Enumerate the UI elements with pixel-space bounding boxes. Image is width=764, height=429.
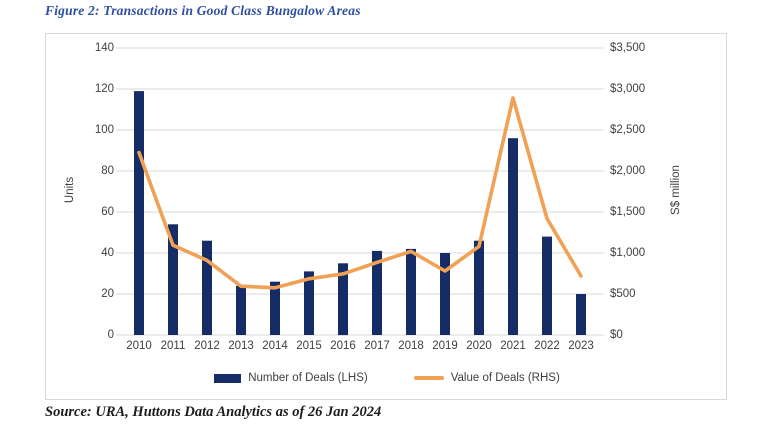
plot-area [116,47,604,336]
x-axis-label: 2013 [228,340,254,352]
x-axis-label: 2018 [398,340,424,352]
deal-count-bar [508,138,518,335]
figure-title: Figure 2: Transactions in Good Class Bun… [45,3,361,18]
deal-count-bar [134,91,144,335]
left-axis-ticks: 0 20 40 60 80 100 120 140 [74,42,114,341]
deal-count-bar [236,285,246,335]
right-axis-title: S$ million [670,165,682,215]
left-axis-title: Units [64,176,76,204]
right-axis-tick-label: $0 [610,329,623,341]
x-axis-label: 2021 [500,340,526,352]
deal-count-bar [474,240,484,335]
chart-legend: Number of Deals (LHS) Value of Deals (RH… [46,367,728,389]
left-axis-tick-label: 40 [101,247,114,259]
right-axis-ticks: $0 $500 $1,000 $1,500 $2,000 $2,500 $3,000 $3,5… [610,42,662,341]
deal-count-bar [576,294,586,335]
deal-count-bar [440,253,450,335]
line-series-swatch [413,376,444,380]
x-axis-label: 2023 [568,340,594,352]
deal-value-line [137,96,583,290]
x-axis-label: 2016 [330,340,356,352]
bar-series-swatch [214,373,242,383]
combo-chart-canvas [116,47,604,336]
right-axis-tick-label: $3,000 [610,83,646,95]
x-axis-label: 2011 [160,340,186,352]
left-axis-tick-label: 60 [101,206,114,218]
deal-count-bar [372,250,382,335]
legend-item-value-of-deals: Value of Deals (RHS) [413,372,560,384]
x-axis-label: 2019 [432,340,458,352]
right-axis-tick-label: $1,000 [610,247,646,259]
left-axis-tick-label: 80 [101,165,114,177]
left-axis-tick-label: 140 [94,42,114,54]
left-axis-tick-label: 20 [101,288,114,300]
deal-count-bar [304,271,314,335]
x-axis-label: 2010 [126,340,152,352]
right-axis-tick-label: $1,500 [610,206,646,218]
x-axis-label: 2014 [262,340,288,352]
deal-count-bar [406,248,416,335]
x-axis-label: 2017 [364,340,390,352]
deal-count-bar [202,240,212,335]
x-axis-label: 2022 [534,340,560,352]
right-axis-tick-label: $500 [610,288,636,300]
source-note: Source: URA, Huttons Data Analytics as o… [45,404,382,420]
legend-label: Number of Deals (LHS) [248,372,368,384]
deal-count-bar [270,281,280,335]
legend-item-number-of-deals: Number of Deals (LHS) [214,372,368,384]
x-axis-label: 2012 [194,340,220,352]
legend-label: Value of Deals (RHS) [450,372,560,384]
x-axis-label: 2020 [466,340,492,352]
right-axis-tick-label: $2,000 [610,165,646,177]
right-axis-tick-label: $2,500 [610,124,646,136]
x-axis-labels: 2010 2011 2012 2013 2014 2015 2016 2017 2018 2019… [122,340,598,356]
deal-count-bar [542,236,552,335]
left-axis-tick-label: 0 [107,329,114,341]
left-axis-tick-label: 120 [94,83,114,95]
x-axis-label: 2015 [296,340,322,352]
chart-container: 0 20 40 60 80 100 120 140 $0 $500 $1,000 $1,500 $2,… [45,33,727,400]
right-axis-tick-label: $3,500 [610,42,646,54]
left-axis-tick-label: 100 [94,124,114,136]
deal-count-bar [168,224,178,335]
deal-count-bar [338,263,348,336]
